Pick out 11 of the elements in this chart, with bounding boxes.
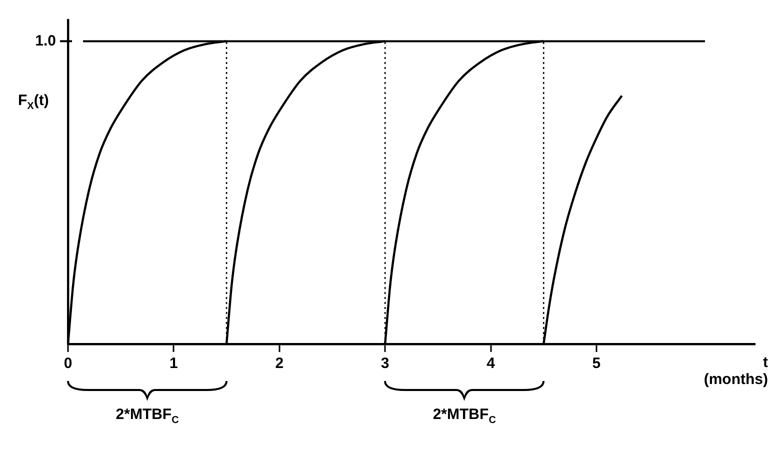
text: 2*MTBF$_{C}$ (116, 406, 179, 426)
ref-line-label: 1.0 (35, 32, 56, 50)
y-axis-title: F$_{X}$(t) (18, 92, 49, 112)
x-tick-label: 0 (64, 355, 72, 372)
text: 2*MTBF$_{C}$ (432, 406, 496, 426)
x-tick-label: 3 (380, 355, 390, 372)
x-tick-label: 4 (486, 355, 496, 372)
x-tick-label: 2 (275, 355, 284, 372)
x-tick-label: 5 (592, 355, 601, 372)
x-tick-label: 1 (170, 355, 178, 372)
x-axis-title: t (months) (702, 354, 768, 388)
